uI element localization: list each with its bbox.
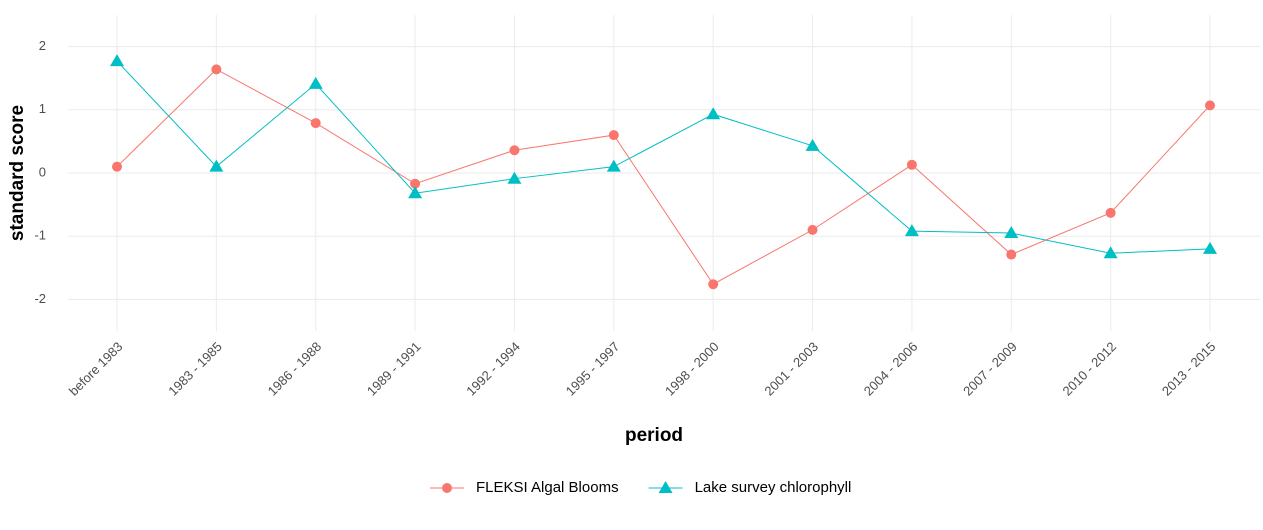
marker-circle [1205,100,1215,111]
marker-triangle [606,159,621,172]
legend-marker [442,483,452,493]
legend-marker [658,481,673,493]
marker-circle [509,145,520,156]
marker-circle [906,159,917,170]
y-tick-label: 2 [39,38,46,53]
marker-triangle [507,171,522,184]
marker-triangle [1004,226,1019,239]
y-tick-label: -1 [34,228,46,243]
series-line [116,60,1211,254]
marker-circle [112,161,122,172]
x-tick-label: 1992 - 1994 [463,339,523,399]
series-line [116,68,1211,285]
marker-triangle [1203,241,1217,254]
x-tick-label: 1983 - 1985 [165,339,225,399]
x-tick-label: 2007 - 2009 [960,339,1020,399]
marker-triangle [904,224,919,237]
marker-circle [1006,249,1017,260]
marker-circle [1105,207,1116,218]
x-tick-label: 1995 - 1997 [563,339,623,399]
marker-circle [211,64,222,75]
marker-triangle [706,107,721,120]
marker-circle [708,279,719,290]
x-axis-title: period [625,425,683,446]
y-tick-label: 0 [39,164,46,179]
legend-label: FLEKSI Algal Blooms [476,479,619,496]
x-tick-label: 1998 - 2000 [662,339,722,399]
x-tick-label: 2010 - 2012 [1060,339,1120,399]
legend-label: Lake survey chlorophyll [695,479,852,496]
marker-circle [608,130,619,141]
x-tick-label: 2013 - 2015 [1159,339,1219,399]
x-tick-label: 1989 - 1991 [364,339,424,399]
marker-triangle [408,186,423,199]
y-tick-label: 1 [39,101,46,116]
marker-triangle [110,54,124,67]
x-tick-label: before 1983 [66,339,126,399]
marker-triangle [1103,246,1118,259]
x-tick-label: 2004 - 2006 [861,339,921,399]
x-tick-label: 2001 - 2003 [761,339,821,399]
marker-circle [807,224,818,235]
x-tick-label: 1986 - 1988 [265,339,325,399]
marker-triangle [209,159,224,172]
marker-circle [410,178,421,189]
y-tick-label: -2 [34,291,46,306]
marker-triangle [805,138,820,151]
y-axis-title: standard score [7,105,28,241]
marker-triangle [308,76,323,89]
marker-circle [310,118,321,129]
